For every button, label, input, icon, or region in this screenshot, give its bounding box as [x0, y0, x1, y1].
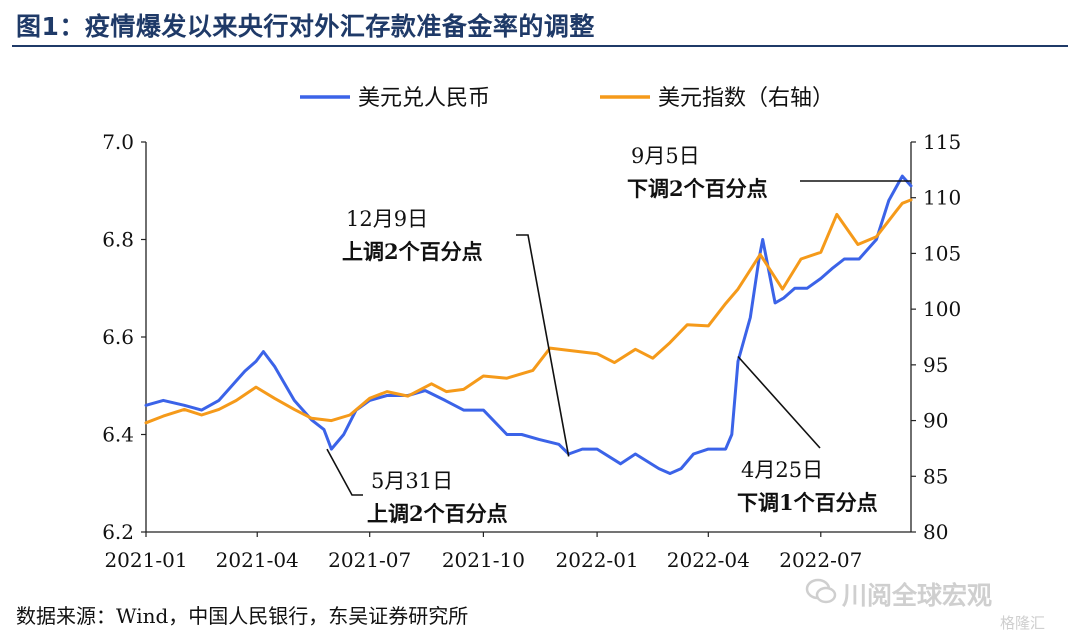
left-tick-label: 6.6 — [102, 325, 134, 349]
x-tick-label: 2021-01 — [104, 548, 187, 572]
source-note: 数据来源：Wind，中国人民银行，东吴证券研究所 — [16, 604, 469, 628]
annotation-leader-line — [326, 448, 363, 496]
left-tick-label: 6.4 — [102, 423, 134, 447]
left-tick-label: 6.8 — [102, 228, 134, 252]
right-tick-label: 90 — [923, 409, 948, 433]
annotation-date: 12月9日 — [346, 207, 428, 231]
right-tick-label: 115 — [923, 130, 961, 154]
chart-title: 图1：疫情爆发以来央行对外汇存款准备金率的调整 — [16, 12, 595, 41]
series-line-usdcny — [144, 174, 913, 475]
x-tick-label: 2022-07 — [779, 548, 862, 572]
annotation-leader-line — [737, 355, 821, 449]
x-tick-label: 2021-07 — [328, 548, 411, 572]
annotation-change: 上调2个百分点 — [367, 501, 508, 526]
left-tick-label: 6.2 — [102, 520, 134, 544]
annotation-date: 9月5日 — [631, 144, 700, 168]
right-tick-label: 95 — [923, 353, 948, 377]
x-tick-label: 2021-10 — [442, 548, 525, 572]
annotation-date: 5月31日 — [371, 469, 453, 493]
annotation-date: 4月25日 — [741, 458, 823, 482]
wechat-icon — [805, 578, 837, 604]
right-tick-label: 110 — [923, 186, 961, 210]
title-rule — [12, 45, 1068, 47]
watermark-text: 川阅全球宏观 — [842, 581, 993, 610]
right-tick-label: 100 — [923, 297, 961, 321]
right-tick-label: 80 — [923, 520, 948, 544]
right-tick-label: 105 — [923, 241, 961, 265]
x-tick-label: 2022-01 — [556, 548, 639, 572]
annotation-change: 上调2个百分点 — [342, 239, 483, 264]
left-tick-label: 7.0 — [102, 130, 134, 154]
annotation-change: 下调1个百分点 — [737, 490, 878, 515]
annotation-change: 下调2个百分点 — [627, 176, 768, 201]
watermark-small-text: 格隆汇 — [1000, 614, 1046, 632]
annotation-leader-line — [516, 234, 570, 457]
legend-label: 美元兑人民币 — [358, 86, 490, 111]
x-tick-label: 2022-04 — [667, 548, 750, 572]
series-line-dollar-index — [144, 198, 913, 425]
legend-label: 美元指数（右轴） — [658, 86, 834, 111]
x-tick-label: 2021-04 — [216, 548, 299, 572]
right-tick-label: 85 — [923, 464, 948, 488]
